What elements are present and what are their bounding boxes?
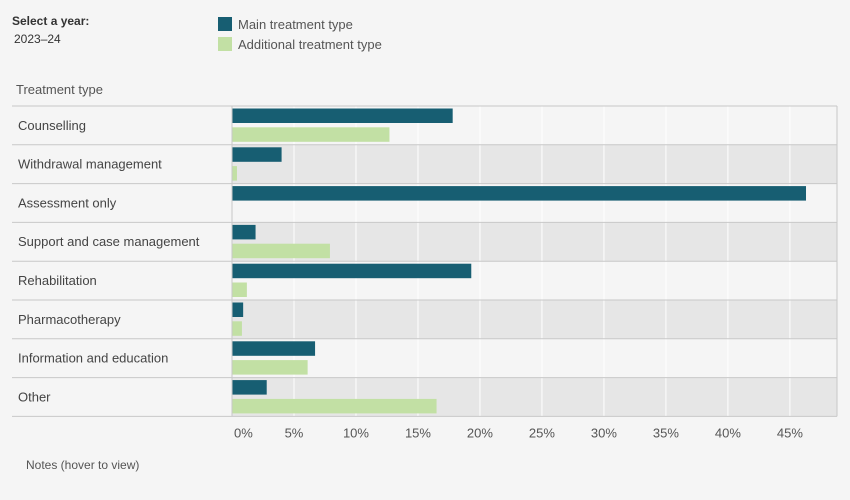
legend-label-additional: Additional treatment type xyxy=(238,36,382,52)
row-band xyxy=(232,300,837,339)
legend-swatch-additional xyxy=(218,37,232,51)
category-label: Assessment only xyxy=(18,195,117,210)
bar-main xyxy=(232,341,316,356)
bar-additional xyxy=(232,243,330,259)
category-label: Withdrawal management xyxy=(18,157,162,172)
bar-additional xyxy=(232,166,237,181)
x-tick-label: 20% xyxy=(467,425,493,440)
category-label: Support and case management xyxy=(18,234,200,249)
x-tick-label: 45% xyxy=(777,425,803,440)
category-label: Rehabilitation xyxy=(18,273,97,288)
legend-item-main[interactable]: Main treatment type xyxy=(218,14,382,34)
legend-swatch-main xyxy=(218,17,232,31)
bar-additional xyxy=(232,282,247,297)
bar-additional xyxy=(232,360,308,375)
category-label: Information and education xyxy=(18,351,168,366)
bar-additional xyxy=(232,321,242,336)
bar-main xyxy=(232,380,267,395)
x-tick-label: 0% xyxy=(234,425,253,440)
row-band xyxy=(232,144,837,184)
bar-main xyxy=(232,302,244,317)
bar-main xyxy=(232,108,453,123)
bar-main xyxy=(232,263,472,279)
year-filter-value[interactable]: 2023–24 xyxy=(14,32,61,46)
bar-main xyxy=(232,224,256,240)
x-tick-label: 15% xyxy=(405,425,431,440)
bar-main xyxy=(232,186,807,201)
legend-item-additional[interactable]: Additional treatment type xyxy=(218,34,382,54)
year-filter-label: Select a year: xyxy=(12,14,90,28)
chart-legend: Main treatment type Additional treatment… xyxy=(218,14,382,54)
x-tick-label: 35% xyxy=(653,425,679,440)
bar-additional xyxy=(232,398,437,414)
category-label: Counselling xyxy=(18,118,86,133)
row-band xyxy=(232,222,837,262)
x-tick-label: 25% xyxy=(529,425,555,440)
bar-additional xyxy=(232,127,390,142)
bar-main xyxy=(232,147,282,162)
x-tick-label: 40% xyxy=(715,425,741,440)
legend-label-main: Main treatment type xyxy=(238,16,353,32)
x-tick-label: 5% xyxy=(285,425,304,440)
row-header-label: Treatment type xyxy=(16,82,103,97)
category-label: Pharmacotherapy xyxy=(18,312,121,327)
x-tick-label: 30% xyxy=(591,425,617,440)
notes-link[interactable]: Notes (hover to view) xyxy=(26,458,140,472)
x-tick-label: 10% xyxy=(343,425,369,440)
row-band xyxy=(232,338,837,378)
category-label: Other xyxy=(18,389,51,404)
